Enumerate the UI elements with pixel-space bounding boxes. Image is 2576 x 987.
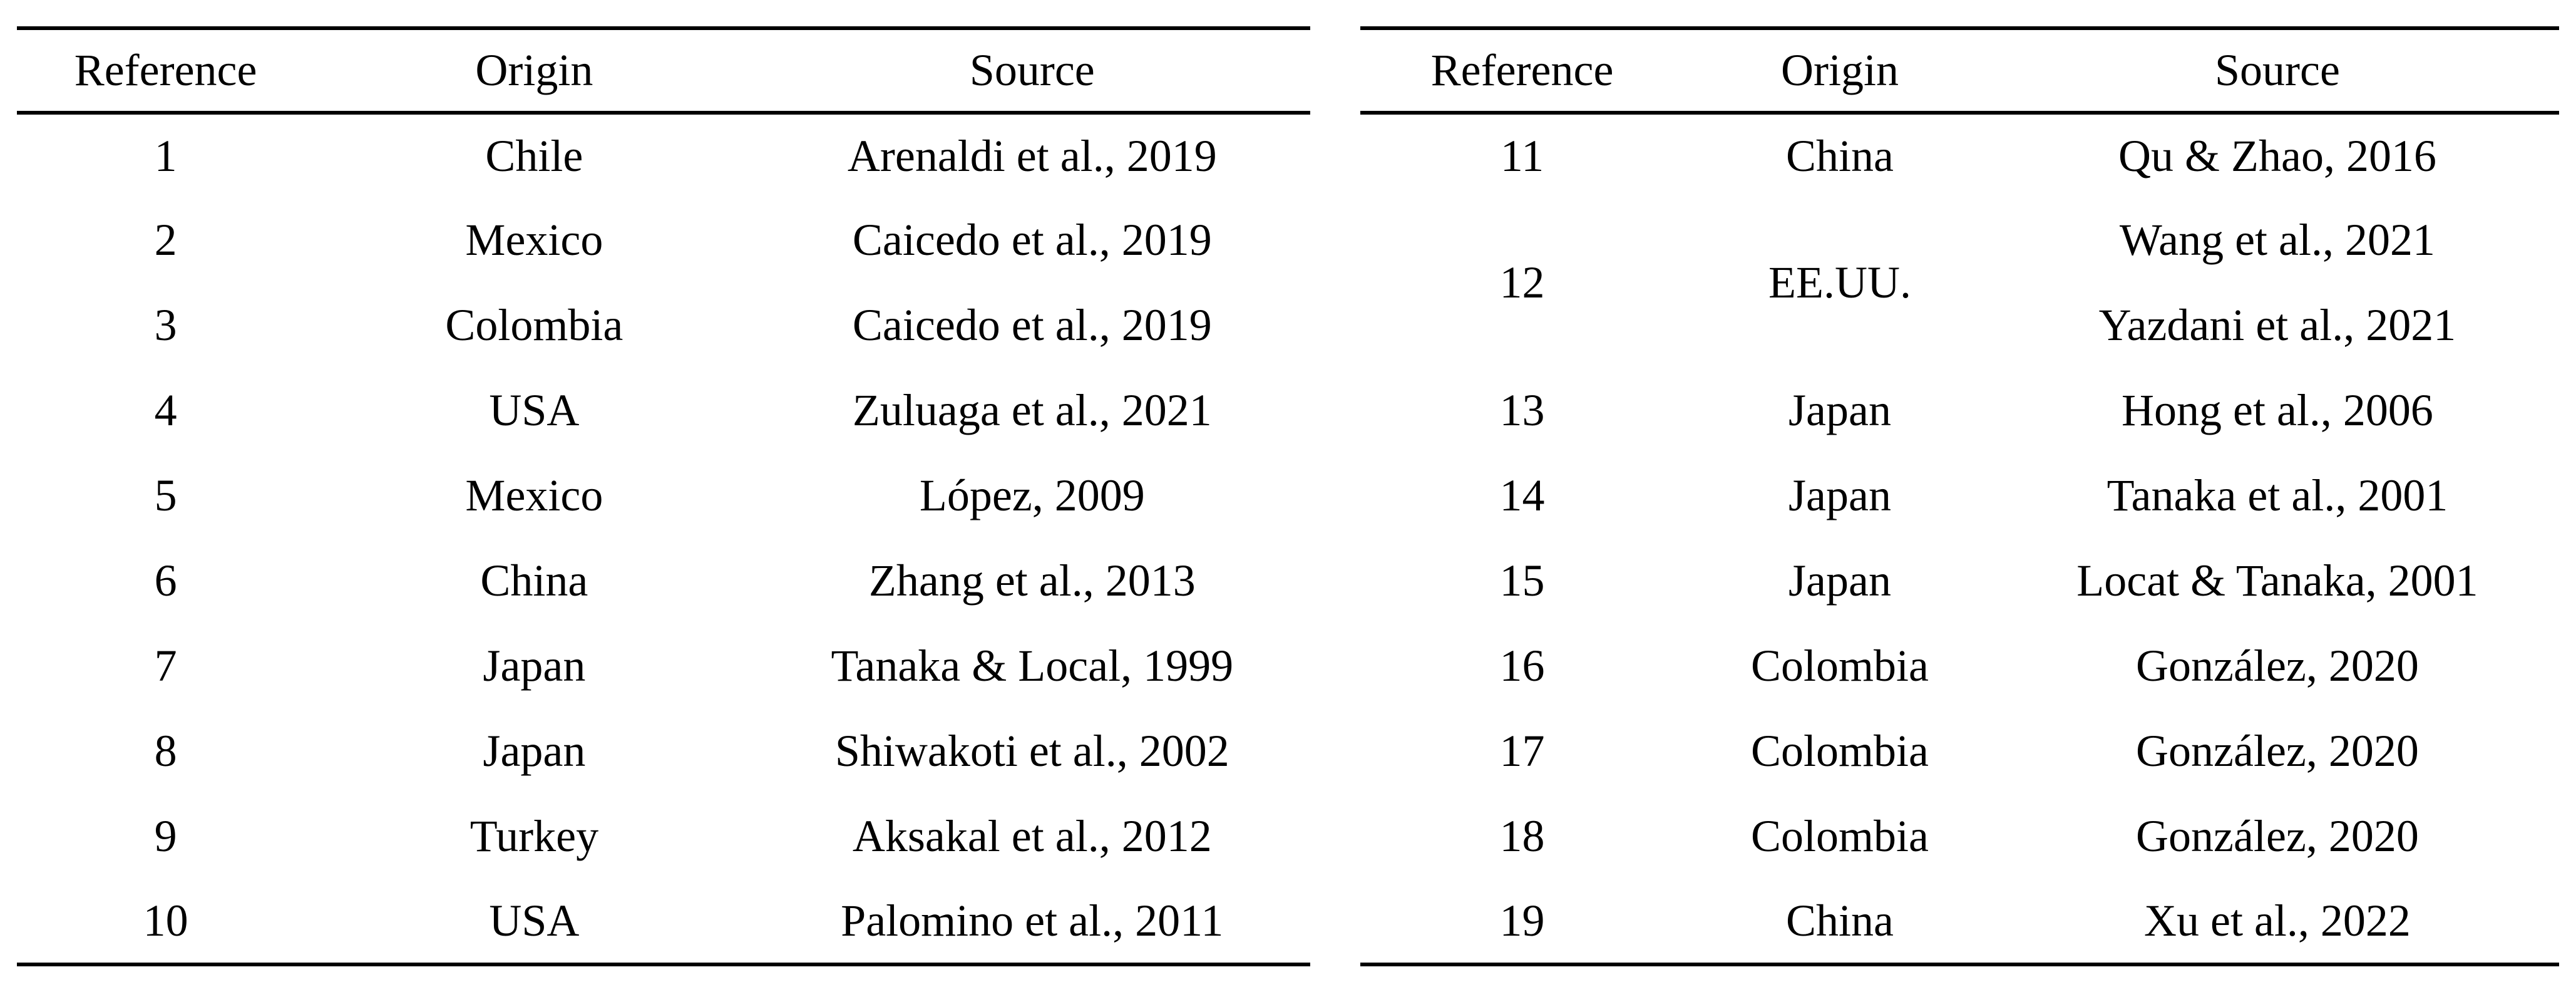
table-header-row: Reference Origin Source: [1360, 28, 2559, 115]
origin-cell: China: [1786, 895, 1894, 946]
reference-cell: 13: [1499, 385, 1545, 436]
origin-cell: Japan: [1788, 385, 1891, 436]
table-row: 18 Colombia González, 2020: [1360, 794, 2559, 879]
origin-cell: China: [1786, 130, 1894, 181]
reference-cell: 15: [1499, 556, 1545, 606]
table-row: 16 Colombia González, 2020: [1360, 624, 2559, 709]
table-row: 12 EE.UU. Wang et al., 2021: [1360, 198, 2559, 307]
header-origin-cell: Origin: [314, 28, 754, 115]
table-row: 9 Turkey Aksakal et al., 2012: [17, 794, 1310, 879]
source-cell: Arenaldi et al., 2019: [847, 130, 1217, 181]
source-cell: Wang et al., 2021: [2119, 215, 2435, 266]
source-cell: Hong et al., 2006: [2122, 385, 2433, 436]
table-row: 8 Japan Shiwakoti et al., 2002: [17, 709, 1310, 794]
source-cell: Tanaka & Local, 1999: [831, 641, 1234, 691]
source-cell: Caicedo et al., 2019: [852, 300, 1212, 351]
origin-cell: Colombia: [1750, 726, 1929, 777]
table-row: 19 China Xu et al., 2022: [1360, 879, 2559, 964]
source-cell: López, 2009: [919, 470, 1145, 521]
table-row: 6 China Zhang et al., 2013: [17, 539, 1310, 624]
table-row: Yazdani et al., 2021: [1360, 283, 2559, 368]
table-row: 4 USA Zuluaga et al., 2021: [17, 368, 1310, 453]
table-row: 2 Mexico Caicedo et al., 2019: [17, 198, 1310, 283]
reference-cell: 6: [154, 556, 177, 606]
reference-cell: 12: [1499, 257, 1545, 308]
origin-cell: USA: [489, 385, 580, 436]
source-cell: Tanaka et al., 2001: [2106, 470, 2448, 521]
reference-cell: 4: [154, 385, 177, 436]
reference-cell: 16: [1499, 641, 1545, 691]
source-cell: Aksakal et al., 2012: [852, 811, 1212, 862]
origin-cell: Turkey: [470, 811, 599, 862]
table-row: 11 China Qu & Zhao, 2016: [1360, 113, 2559, 198]
source-cell: González, 2020: [2136, 726, 2419, 777]
origin-cell: Japan: [1788, 556, 1891, 606]
reference-cell: 10: [143, 895, 188, 946]
reference-cell: 18: [1499, 811, 1545, 862]
origin-cell: Mexico: [465, 215, 603, 266]
header-source-cell: Source: [754, 28, 1310, 115]
reference-cell: 1: [154, 130, 177, 181]
reference-cell: 2: [154, 215, 177, 266]
reference-cell: 9: [154, 811, 177, 862]
origin-cell: Mexico: [465, 470, 603, 521]
header-reference-cell: Reference: [17, 28, 315, 115]
source-cell: Shiwakoti et al., 2002: [834, 726, 1229, 777]
source-cell: González, 2020: [2136, 811, 2419, 862]
table-header-row: Reference Origin Source: [17, 28, 1310, 115]
origin-cell: Colombia: [1750, 641, 1929, 691]
reference-cell: 11: [1500, 130, 1544, 181]
origin-cell: Japan: [483, 641, 586, 691]
table-row: 7 Japan Tanaka & Local, 1999: [17, 624, 1310, 709]
table-row: 1 Chile Arenaldi et al., 2019: [17, 113, 1310, 198]
table-row: 15 Japan Locat & Tanaka, 2001: [1360, 539, 2559, 624]
source-cell: Caicedo et al., 2019: [852, 215, 1212, 266]
table-row: 14 Japan Tanaka et al., 2001: [1360, 453, 2559, 539]
source-cell: Zuluaga et al., 2021: [852, 385, 1212, 436]
table-row: 5 Mexico López, 2009: [17, 453, 1310, 539]
reference-cell: 3: [154, 300, 177, 351]
reference-cell: 14: [1499, 470, 1545, 521]
origin-cell: Japan: [483, 726, 586, 777]
origin-cell: China: [480, 556, 588, 606]
origin-cell: Japan: [1788, 470, 1891, 521]
header-reference-cell: Reference: [1360, 28, 1685, 115]
source-cell: Locat & Tanaka, 2001: [2076, 556, 2478, 606]
reference-cell: 8: [154, 726, 177, 777]
origin-cell: USA: [489, 895, 580, 946]
header-origin-cell: Origin: [1684, 28, 1996, 115]
reference-cell: 17: [1499, 726, 1545, 777]
origin-cell: Colombia: [1750, 811, 1929, 862]
table-row: 13 Japan Hong et al., 2006: [1360, 368, 2559, 453]
source-cell: Yazdani et al., 2021: [2098, 300, 2456, 351]
source-cell: Zhang et al., 2013: [868, 556, 1196, 606]
right-references-table: Reference Origin Source 11 China Qu & Zh…: [1360, 26, 2559, 966]
source-cell: González, 2020: [2136, 641, 2419, 691]
header-source-cell: Source: [1995, 28, 2559, 115]
table-row: 17 Colombia González, 2020: [1360, 709, 2559, 794]
origin-cell: EE.UU.: [1768, 257, 1911, 308]
source-cell: Palomino et al., 2011: [841, 895, 1224, 946]
origin-cell: Colombia: [445, 300, 623, 351]
reference-cell: 7: [154, 641, 177, 691]
source-cell: Xu et al., 2022: [2144, 895, 2411, 946]
table-row: 10 USA Palomino et al., 2011: [17, 879, 1310, 964]
reference-cell: 19: [1499, 895, 1545, 946]
reference-cell: 5: [154, 470, 177, 521]
origin-cell: Chile: [485, 130, 583, 181]
table-row: 3 Colombia Caicedo et al., 2019: [17, 283, 1310, 368]
source-cell: Qu & Zhao, 2016: [2118, 130, 2436, 181]
left-references-table: Reference Origin Source 1 Chile Arenaldi…: [17, 26, 1310, 966]
